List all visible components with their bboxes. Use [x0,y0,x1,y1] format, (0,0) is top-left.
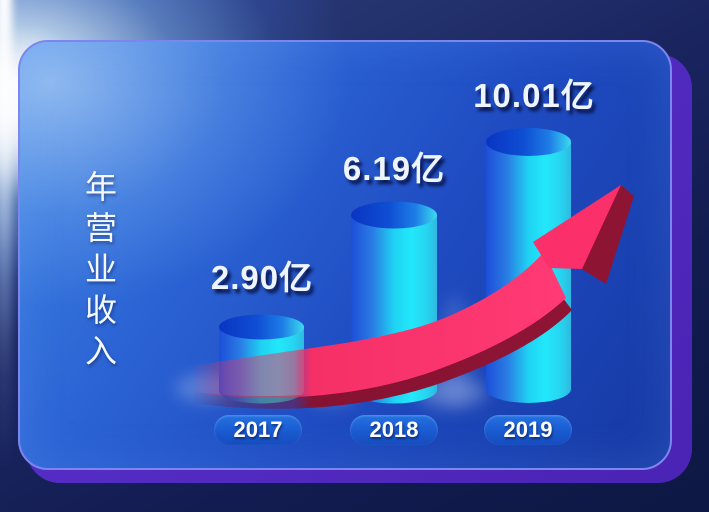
trend-arrow [194,185,634,409]
year-pill-2019: 2019 [484,415,572,445]
trend-arrow-head [533,185,621,269]
chart-title-vertical: 年营业收入 [81,170,117,375]
trend-arrow-head-side [580,185,634,284]
value-label-2019: 10.01亿 [473,77,595,114]
value-label-2018: 6.19亿 [342,150,446,187]
trend-arrow-shaft [194,252,566,398]
year-pill-2017: 2017 [214,415,302,445]
trend-arrow-underside [194,294,572,409]
year-pill-2018: 2018 [350,415,438,445]
value-label-2017: 2.90亿 [210,259,314,296]
